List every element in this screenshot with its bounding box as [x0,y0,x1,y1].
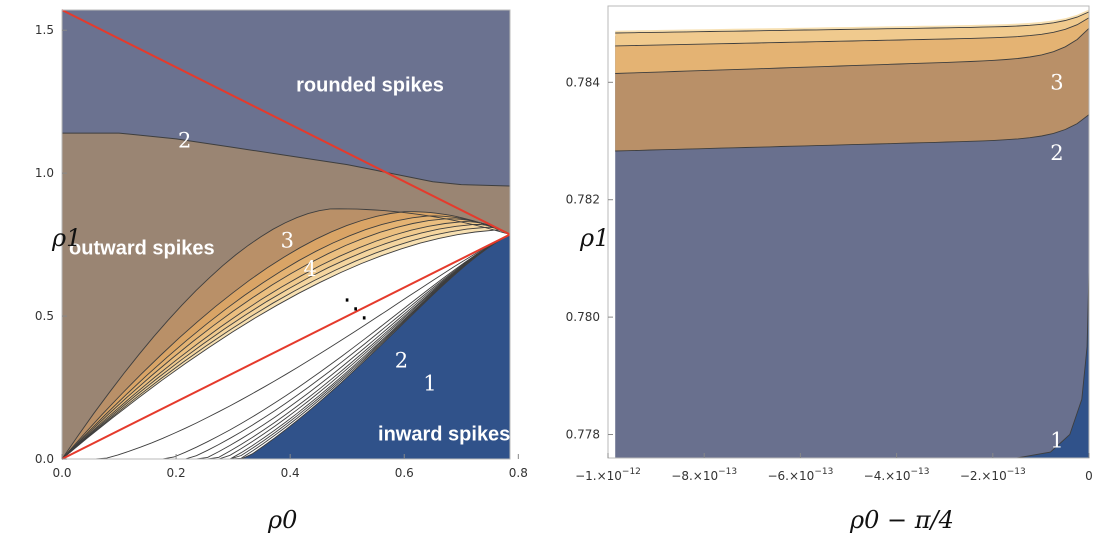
left-plot-frame [61,9,511,460]
right-x-tick-exponent: −13 [911,467,930,477]
right-top-white [615,6,1089,31]
left-x-tick-label: 0.2 [167,466,186,480]
right-x-tick-exponent: −13 [718,467,737,477]
right-x-tick-label: 0 [1085,469,1093,483]
left-x-tick-label: 0.0 [52,466,71,480]
right-x-tick-mantissa: 0 [1085,469,1093,483]
right-x-tick-label: −2.×10−13 [960,467,1026,483]
contour-level-label: 1 [423,371,436,395]
left-y-axis-title: ρ1 [51,224,81,252]
right-y-tick-label: 0.784 [566,75,600,89]
red-line-1 [61,9,511,236]
right-x-tick-exponent: −13 [814,467,833,477]
left-y-axis-title-text: ρ1 [51,224,81,252]
right-y-tick-label: 0.778 [566,428,600,442]
right-contour-line-3 [615,27,1090,74]
right-contour-level-label: 2 [1050,141,1063,165]
contour-level-label: 3 [281,228,294,252]
right-x-tick-label: −1.×10−12 [575,467,641,483]
right-band-level-2 [615,28,1089,151]
right-y-tick-label: 0.780 [566,310,600,324]
right-contour-line-1 [1016,270,1090,459]
center-region [62,230,510,459]
contour-level-label: 2 [395,348,408,372]
right-contour-line-5 [615,11,1090,34]
lower-contour-line-1 [62,234,511,460]
left-x-tick-label: 0.6 [395,466,414,480]
left-x-tick-label: 0.8 [509,466,528,480]
right-x-tick-label: −4.×10−13 [864,467,930,483]
right-contour-level-label: 3 [1050,70,1063,94]
right-y-tick-label: 0.782 [566,193,600,207]
left-x-tick-label: 0.4 [281,466,300,480]
left-y-tick-label: 0.0 [35,452,54,466]
right-band-level-4 [615,11,1089,46]
left-y-tick-label: 1.5 [35,23,54,37]
left-y-tick-label: 1.0 [35,166,54,180]
right-x-axis-title: ρ0 − π/4 [849,506,954,534]
contour-2-upper-line [62,132,510,187]
right-plot-frame [607,5,1090,459]
contour-level-label: 4 [303,257,316,281]
right-contour-line-4 [615,17,1090,47]
right-contour-level-label: 1 [1050,428,1063,452]
right-x-tick-label: −8.×10−13 [671,467,737,483]
red-line-2 [61,233,511,460]
left-y-tick-label: 0.5 [35,309,54,323]
left-x-axis-title: ρ0 [267,506,297,534]
right-x-tick-mantissa: −6.×10 [767,469,814,483]
right-x-tick-mantissa: −4.×10 [864,469,911,483]
right-contour-line-2 [615,114,1090,152]
region-label: rounded spikes [296,75,444,97]
upper-contour-line-3 [61,208,511,460]
region-label: outward spikes [69,237,215,259]
level-1-region [1016,270,1089,458]
region-label: inward spikes [378,423,510,445]
left-contour-plot: 0.0 0.2 0.4 0.6 0.8 0.0 0.5 1.0 1.5 rounded spik… [35,9,528,480]
right-x-tick-mantissa: −2.×10 [960,469,1007,483]
right-x-tick-exponent: −12 [622,467,641,477]
right-x-tick-label: −6.×10−13 [767,467,833,483]
right-x-tick-exponent: −13 [1007,467,1026,477]
contour-level-label: 2 [178,128,191,152]
ellipsis-mark: ⋱ [343,294,369,324]
right-x-tick-mantissa: −1.×10 [575,469,622,483]
right-contour-plot: −1.×10−12 −8.×10−13 −6.×10−13 −4.×10−13 −2.×… [566,5,1093,483]
right-y-axis-title: ρ1 [579,224,609,252]
right-band-level-3 [615,17,1089,74]
right-x-tick-mantissa: −8.×10 [671,469,718,483]
